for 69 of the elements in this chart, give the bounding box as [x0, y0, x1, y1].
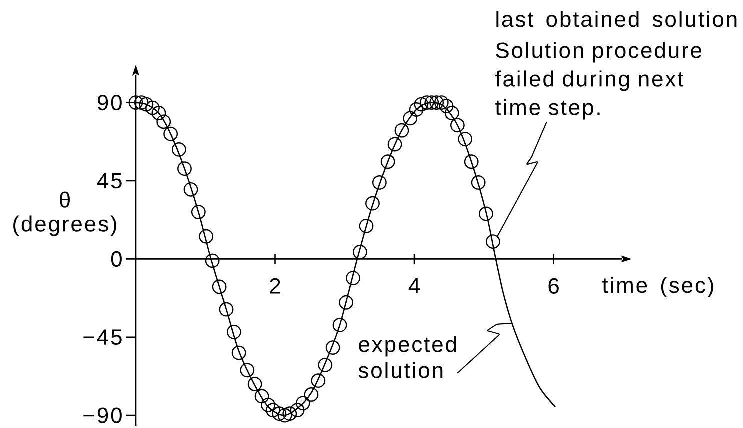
point: [172, 142, 186, 157]
point: [290, 403, 305, 418]
point: [128, 96, 144, 110]
y-axis-title: θ (degrees): [14, 192, 116, 236]
point: [439, 99, 454, 114]
y-tick-label: 90: [98, 95, 122, 111]
point: [464, 154, 479, 170]
point: [254, 389, 270, 404]
point: [278, 408, 292, 423]
point: [450, 118, 465, 133]
point: [394, 123, 410, 138]
text: last obtained solution: [496, 11, 737, 28]
point: [326, 340, 340, 356]
point: [205, 254, 220, 268]
point: [430, 96, 444, 110]
point: [282, 406, 298, 422]
point: [479, 206, 494, 222]
point: [266, 403, 280, 418]
point: [486, 234, 500, 250]
point: [296, 396, 310, 411]
point: [146, 100, 160, 116]
point: [212, 280, 227, 294]
point: [178, 162, 192, 176]
point: [156, 114, 172, 130]
point: [458, 132, 473, 146]
y-tick-label: 45: [97, 173, 122, 189]
point: [359, 218, 374, 234]
point: [353, 245, 368, 260]
x-axis-title: time (sec): [602, 277, 714, 298]
point: [311, 374, 326, 388]
point: [248, 377, 262, 392]
point: [444, 106, 460, 120]
point: [366, 196, 380, 211]
y-tick-label: −45: [84, 330, 122, 346]
x-tick-label: 2: [270, 278, 280, 294]
point: [388, 137, 402, 152]
point: [134, 96, 149, 110]
point: [272, 406, 287, 422]
point: [240, 363, 255, 378]
point: [332, 318, 348, 332]
point: [164, 126, 178, 142]
point: [420, 96, 434, 110]
point: [232, 346, 246, 360]
x-tick-label: 6: [548, 278, 559, 294]
x-tick-label: 4: [408, 278, 420, 294]
point: [372, 176, 387, 190]
point: [191, 205, 206, 220]
y-tick-label: −90: [84, 408, 122, 424]
point: [471, 176, 486, 190]
point: [226, 324, 242, 340]
point: [318, 358, 333, 372]
point: [139, 97, 154, 112]
point: [434, 96, 449, 110]
point: [380, 154, 396, 170]
point: [219, 302, 234, 317]
point: [184, 182, 198, 197]
point: [199, 229, 214, 244]
point: [424, 96, 440, 110]
annotation: Solution procedure failed during next time step.: [496, 42, 702, 120]
point: [409, 102, 424, 117]
point: [339, 295, 354, 310]
point: [346, 271, 360, 286]
point: [414, 97, 429, 112]
y-tick-label: 0: [111, 251, 122, 267]
point: [261, 398, 276, 412]
point: [403, 111, 418, 126]
point: [152, 106, 166, 120]
annotation: expected solution: [358, 336, 456, 378]
point: [304, 388, 319, 402]
